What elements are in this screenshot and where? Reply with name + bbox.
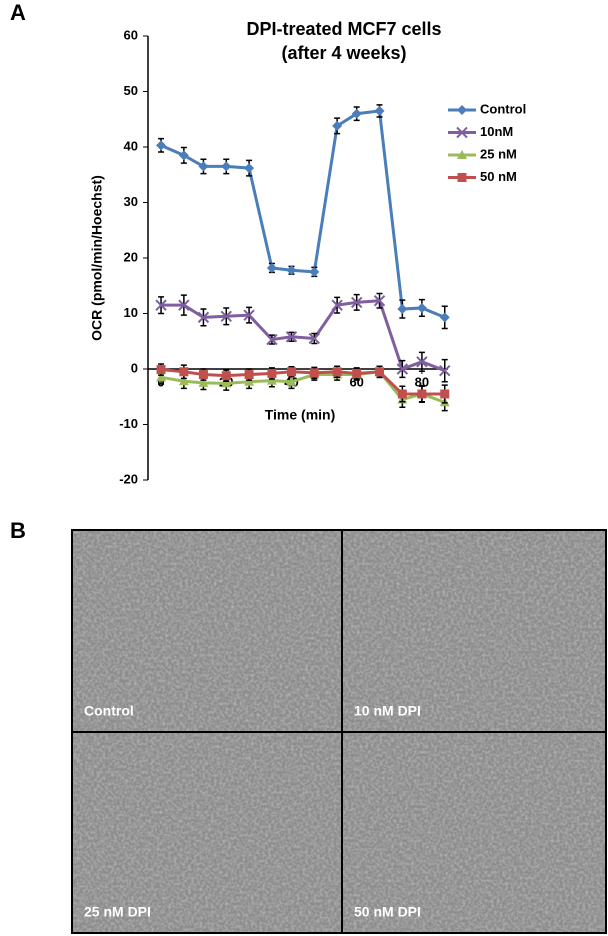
marker bbox=[221, 161, 232, 172]
marker bbox=[243, 309, 255, 321]
marker bbox=[286, 265, 297, 276]
marker bbox=[309, 368, 319, 378]
marker bbox=[266, 262, 277, 273]
marker bbox=[244, 376, 255, 386]
marker bbox=[178, 299, 190, 311]
marker bbox=[308, 332, 321, 345]
marker bbox=[197, 311, 210, 324]
micrograph-label: 10 nM DPI bbox=[354, 703, 421, 719]
marker bbox=[456, 126, 468, 139]
marker bbox=[198, 370, 208, 380]
chart-title: DPI-treated MCF7 cells bbox=[246, 19, 441, 39]
marker bbox=[350, 296, 363, 309]
micrograph-panel: Control 10 nM DPI 25 nM DPI 50 nM DPI bbox=[71, 529, 607, 934]
y-tick-label: 30 bbox=[124, 194, 138, 209]
marker bbox=[457, 173, 467, 182]
y-tick-label: 40 bbox=[124, 138, 138, 153]
y-tick-label: 20 bbox=[124, 249, 138, 264]
y-tick-label: 0 bbox=[131, 360, 138, 375]
legend-label: Control bbox=[480, 101, 526, 116]
marker bbox=[198, 377, 209, 387]
marker bbox=[331, 299, 343, 311]
y-tick-label: 50 bbox=[124, 83, 138, 98]
chart-title: (after 4 weeks) bbox=[281, 43, 406, 63]
marker bbox=[179, 367, 189, 377]
micrograph-texture bbox=[73, 733, 341, 932]
marker bbox=[244, 163, 255, 174]
marker bbox=[244, 370, 254, 380]
marker bbox=[286, 376, 297, 386]
marker bbox=[198, 161, 209, 172]
marker bbox=[351, 108, 362, 119]
marker bbox=[352, 368, 362, 378]
marker bbox=[156, 365, 166, 375]
series-line bbox=[161, 299, 446, 373]
marker bbox=[155, 299, 167, 311]
marker bbox=[396, 363, 409, 375]
marker bbox=[266, 375, 277, 385]
marker bbox=[373, 295, 386, 307]
y-tick-label: -20 bbox=[119, 471, 138, 486]
marker bbox=[286, 367, 296, 377]
marker bbox=[416, 302, 427, 313]
marker bbox=[221, 371, 231, 381]
marker bbox=[285, 331, 298, 343]
marker bbox=[309, 266, 320, 277]
marker bbox=[220, 310, 232, 322]
marker bbox=[397, 389, 407, 399]
marker bbox=[397, 304, 408, 315]
micrograph-label: 25 nM DPI bbox=[84, 904, 151, 920]
marker bbox=[332, 367, 342, 377]
marker bbox=[439, 312, 450, 323]
panel-label: A bbox=[10, 0, 26, 25]
marker bbox=[178, 376, 189, 386]
y-tick-label: -10 bbox=[119, 416, 138, 431]
marker bbox=[267, 368, 277, 378]
marker bbox=[440, 389, 450, 399]
marker bbox=[439, 364, 451, 377]
marker bbox=[416, 356, 428, 368]
micrograph-label: Control bbox=[84, 703, 134, 719]
marker bbox=[266, 333, 278, 346]
x-tick-label: 80 bbox=[415, 374, 429, 389]
marker bbox=[374, 105, 385, 116]
legend-label: 25 nM bbox=[480, 146, 517, 161]
marker bbox=[332, 120, 343, 131]
marker bbox=[457, 105, 467, 115]
marker bbox=[457, 150, 467, 159]
micrograph-texture bbox=[343, 733, 605, 932]
y-axis-label: OCR (pmol/min/Hoechst) bbox=[89, 175, 105, 341]
marker bbox=[156, 372, 167, 382]
micrograph-label: 50 nM DPI bbox=[354, 904, 421, 920]
micrograph-texture bbox=[343, 531, 605, 731]
y-tick-label: 60 bbox=[124, 27, 138, 42]
micrograph-texture bbox=[73, 531, 341, 731]
y-tick-label: 10 bbox=[124, 305, 138, 320]
panel-label: B bbox=[10, 518, 26, 543]
series-line bbox=[160, 109, 446, 319]
marker bbox=[156, 140, 167, 151]
marker bbox=[375, 367, 385, 377]
marker bbox=[417, 389, 427, 399]
legend-label: 50 nM bbox=[480, 169, 517, 184]
x-axis-label: Time (min) bbox=[265, 407, 336, 423]
marker bbox=[221, 378, 232, 388]
legend-label: 10nM bbox=[480, 124, 513, 139]
marker bbox=[178, 150, 189, 161]
